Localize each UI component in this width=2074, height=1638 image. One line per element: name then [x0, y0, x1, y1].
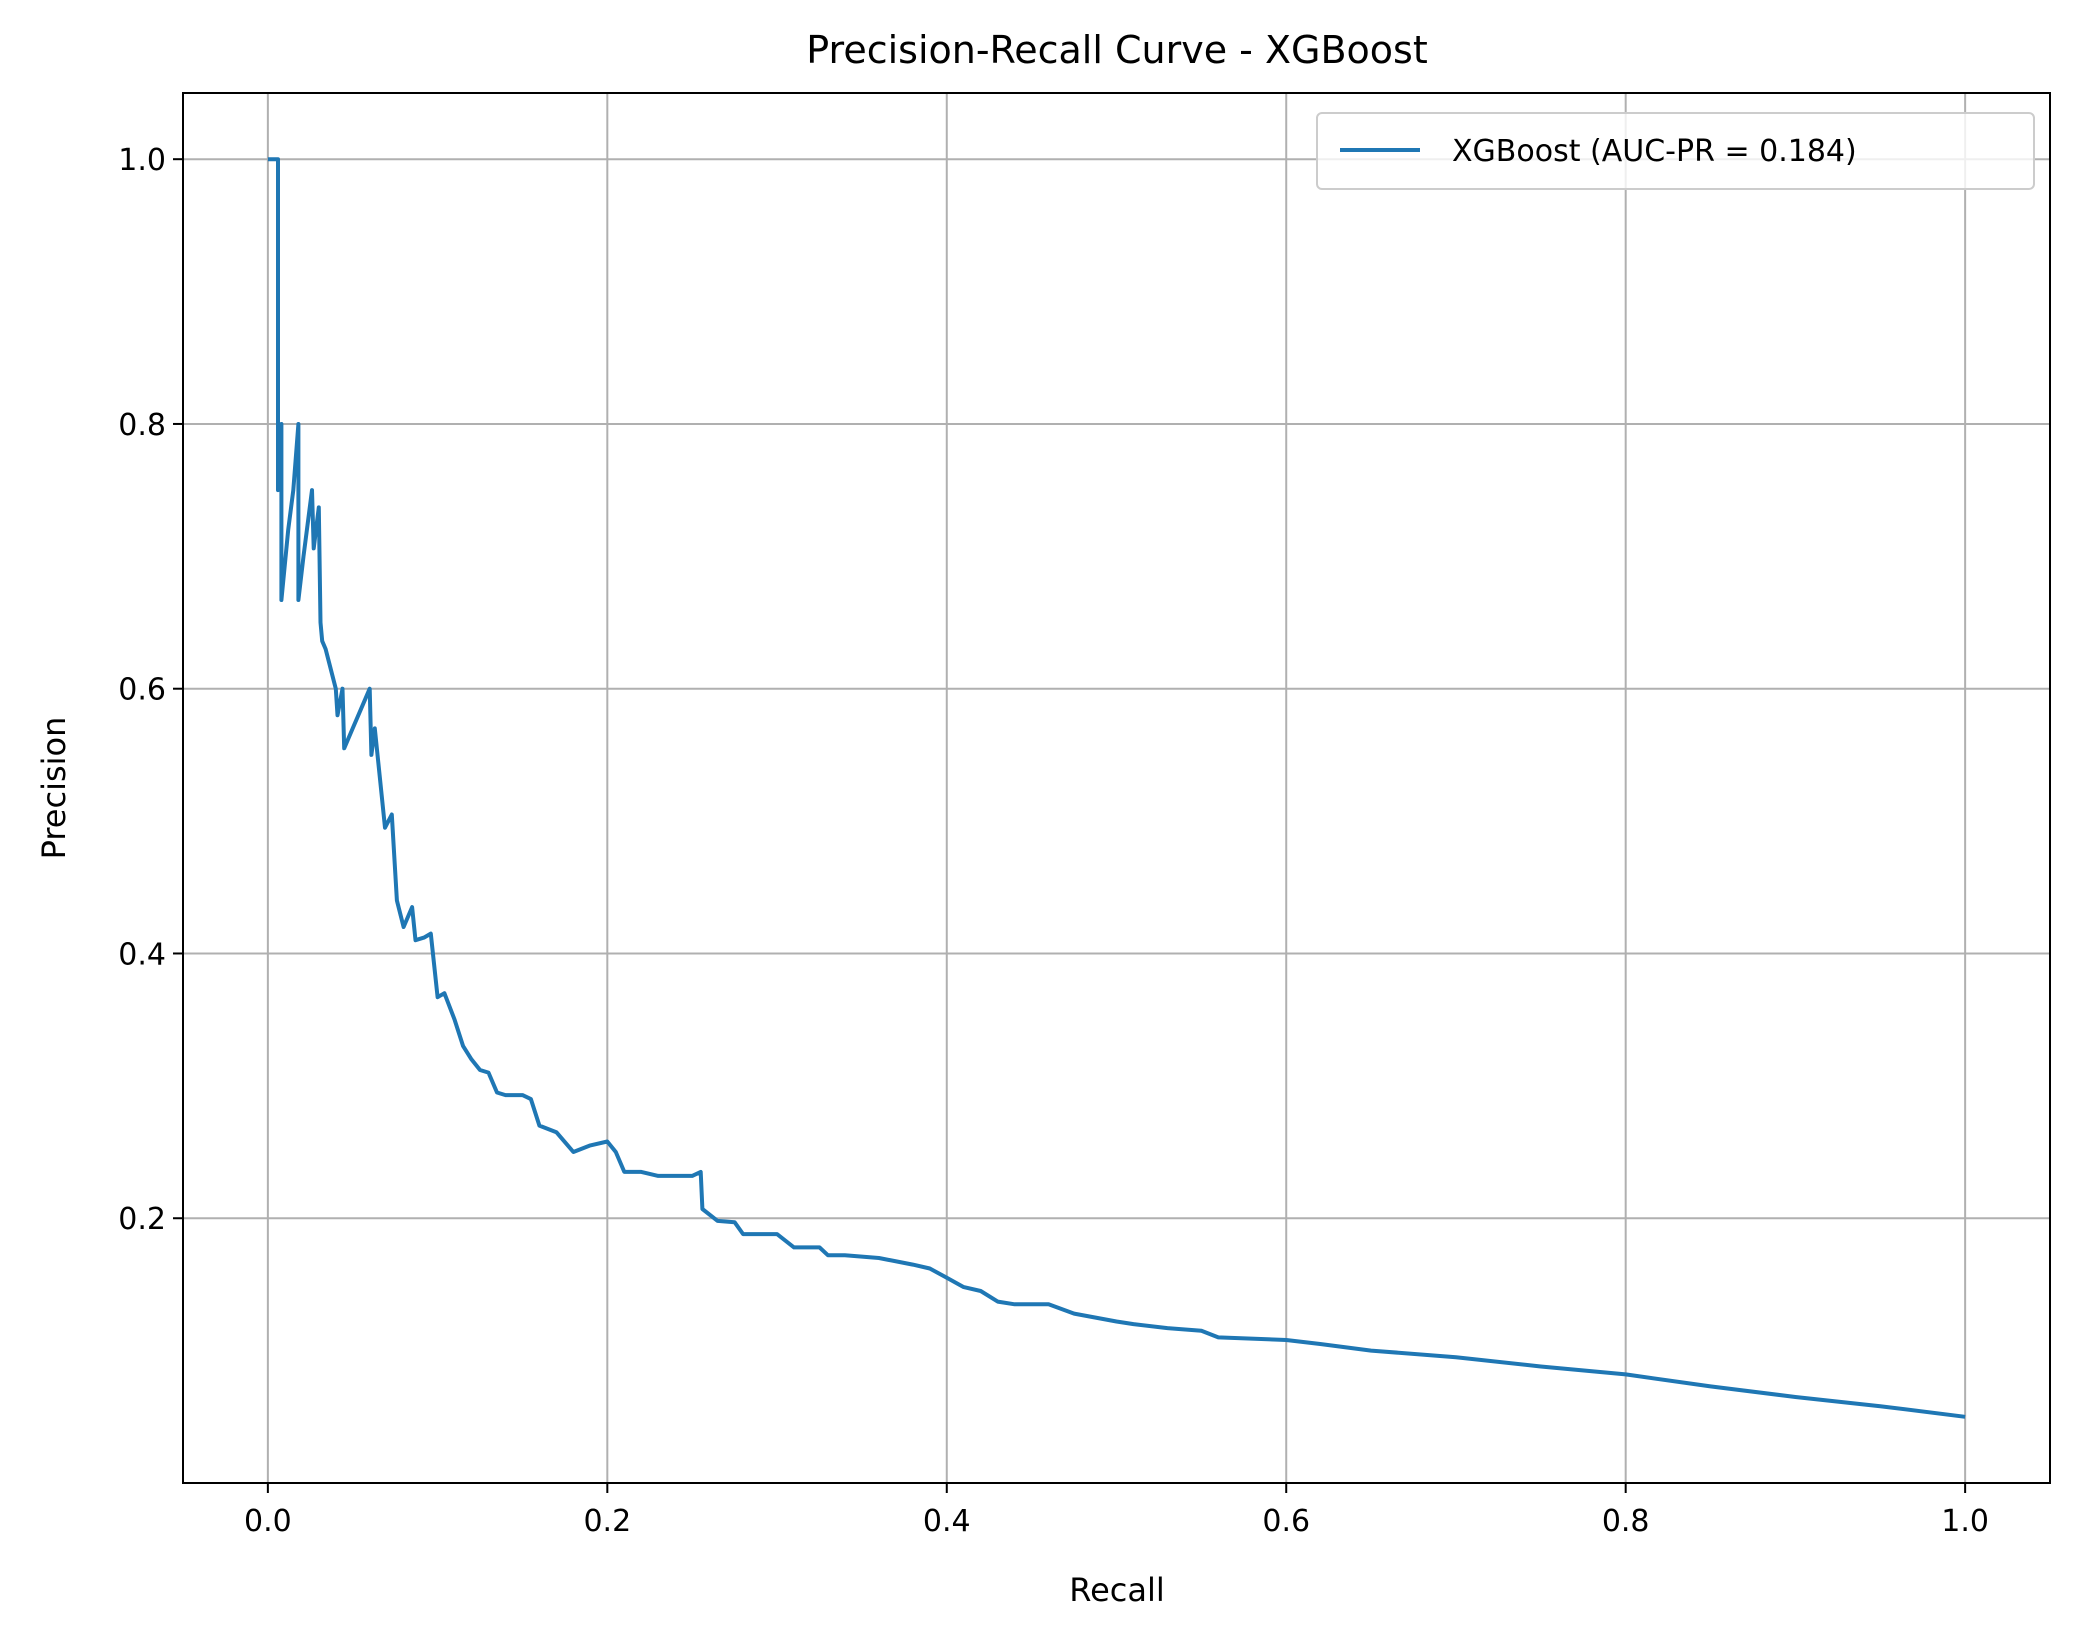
x-tick-label: 0.2 [583, 1504, 631, 1539]
x-axis-ticks: 0.0 0.2 0.4 0.6 0.8 1.0 [244, 1483, 1989, 1539]
y-axis-label: Precision [35, 717, 73, 860]
y-axis-ticks: 0.2 0.4 0.6 0.8 1.0 [118, 143, 183, 1237]
plot-area-frame [182, 92, 2051, 1484]
x-tick-label: 0.0 [244, 1504, 292, 1539]
x-tick-label: 0.6 [1262, 1504, 1310, 1539]
y-tick-label: 0.2 [118, 1202, 166, 1237]
chart-title: Precision-Recall Curve - XGBoost [806, 28, 1427, 72]
legend: XGBoost (AUC-PR = 0.184) [1316, 112, 2035, 190]
series-layer [267, 157, 1966, 1419]
legend-box [1316, 112, 2035, 190]
pr-curve-line [267, 157, 1966, 1419]
x-tick-label: 0.8 [1602, 1504, 1650, 1539]
x-tick-label: 0.4 [923, 1504, 971, 1539]
legend-entry-label: XGBoost (AUC-PR = 0.184) [1452, 134, 1857, 169]
y-tick-label: 0.8 [118, 408, 166, 443]
y-tick-label: 0.6 [118, 673, 166, 708]
y-tick-label: 0.4 [118, 937, 166, 972]
x-tick-label: 1.0 [1941, 1504, 1989, 1539]
y-tick-label: 1.0 [118, 143, 166, 178]
x-axis-label: Recall [1069, 1571, 1164, 1609]
